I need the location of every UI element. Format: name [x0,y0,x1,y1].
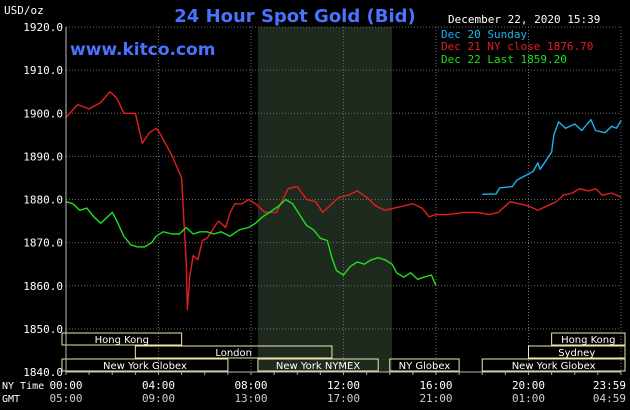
market-session-label: London [215,348,252,359]
site-watermark: www.kitco.com [70,40,215,60]
market-session-box [134,345,333,359]
legend: Dec 20 Sunday Dec 21 NY close 1876.70 De… [441,28,593,66]
market-session-label: New York Globex [512,361,596,372]
x-tick-label-gmt: 05:00 [49,392,82,405]
y-tick-label: 1920.0 [23,21,63,34]
market-session-label: Hong Kong [95,335,149,346]
y-tick-label: 1870.0 [23,237,63,250]
series-lines [65,91,622,311]
market-session-label: NY Globex [399,361,451,372]
legend-item-dec21: Dec 21 NY close 1876.70 [441,40,593,53]
y-tick-label: 1900.0 [23,107,63,120]
series-line-1 [65,91,622,311]
y-tick-label: 1850.0 [23,323,63,336]
market-session-box [61,332,183,346]
market-session-box [481,358,626,372]
market-session-box [551,332,626,346]
market-session-box [257,358,379,372]
market-session-label: Sydney [558,348,595,359]
market-session-box [61,358,229,372]
series-line-2 [65,198,437,287]
legend-item-dec20: Dec 20 Sunday [441,28,527,41]
chart-title: 24 Hour Spot Gold (Bid) [174,6,415,27]
y-tick-label: 1880.0 [23,194,63,207]
axes: 1920.0 1910.0 1900.0 1890.0 1880.0 1870.0 1860… [23,21,626,405]
x-tick-label-ny: 08:00 [234,379,267,392]
x-tick-label-gmt: 01:00 [512,392,545,405]
y-tick-label: 1860.0 [23,280,63,293]
y-tick-label: 1840.0 [23,366,63,379]
x-tick-label-ny: 04:00 [142,379,175,392]
date-label: December 22, 2020 15:39 [448,13,600,26]
x-tick-label-ny: 12:00 [327,379,360,392]
market-session-label: New York Globex [103,361,187,372]
y-tick-label: 1890.0 [23,150,63,163]
market-session-box [389,358,460,372]
legend-item-dec22: Dec 22 Last 1859.20 [441,53,567,66]
x-tick-label-gmt: 17:00 [327,392,360,405]
x-tick-label-gmt: 21:00 [419,392,452,405]
series-line-0 [482,119,622,195]
y-unit-label: USD/oz [4,4,44,17]
x-tick-label-ny: 23:59 [593,379,626,392]
x-tick-label-gmt: 13:00 [234,392,267,405]
y-tick-label: 1910.0 [23,64,63,77]
market-session-label: Hong Kong [561,335,615,346]
gmt-row-label: GMT [2,394,20,405]
x-tick-label-gmt: 04:59 [593,392,626,405]
market-session-label: New York NYMEX [276,361,361,372]
x-tick-label-ny: 16:00 [419,379,452,392]
x-tick-label-ny: 00:00 [49,379,82,392]
market-session-rows: Hong Kong Hong Kong London Sydney New York G… [61,332,626,372]
x-tick-label-ny: 20:00 [512,379,545,392]
ny-time-row-label: NY Time [2,381,44,392]
x-tick-label-gmt: 09:00 [142,392,175,405]
market-session-box [528,345,626,359]
